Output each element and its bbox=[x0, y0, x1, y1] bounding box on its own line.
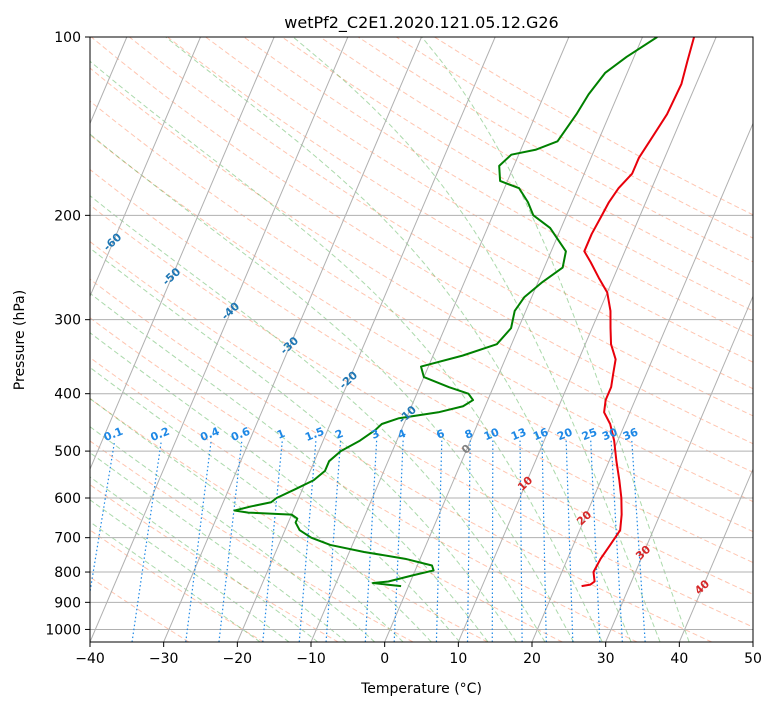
dry-adiabat-line bbox=[205, 37, 753, 363]
dry-adiabat-line bbox=[90, 134, 753, 533]
isotherm-line bbox=[605, 295, 753, 642]
y-tick-label: 100 bbox=[54, 30, 81, 46]
moist-adiabat-line bbox=[90, 452, 347, 642]
mixing-ratio-line bbox=[519, 440, 523, 642]
moist-adiabat-line bbox=[90, 292, 489, 642]
y-tick-label: 500 bbox=[54, 444, 81, 460]
x-tick-label: 20 bbox=[523, 651, 541, 667]
dry-adiabat-line bbox=[90, 100, 753, 503]
isotherm-line bbox=[236, 37, 496, 642]
mixing-ratio-line bbox=[631, 440, 646, 642]
y-tick-label: 900 bbox=[54, 595, 81, 611]
mixing-ratio-label: 1 bbox=[275, 427, 287, 442]
isotherm-line bbox=[457, 37, 717, 642]
plot-background bbox=[90, 37, 753, 642]
isotherm-line bbox=[90, 37, 201, 298]
mixing-ratio-label: 8 bbox=[463, 427, 475, 442]
mixing-ratio-label: 2 bbox=[333, 427, 345, 442]
temperature-line bbox=[581, 37, 696, 588]
mixing-ratio-label: 3 bbox=[369, 427, 381, 442]
mixing-ratio-label: 30 bbox=[600, 425, 619, 443]
dry-adiabat-line bbox=[281, 37, 753, 312]
mixing-ratio-label: 16 bbox=[531, 425, 550, 443]
moist-adiabat-line bbox=[292, 37, 661, 642]
mixing-ratio-line bbox=[364, 440, 378, 642]
dry-adiabat-line bbox=[90, 278, 712, 642]
mixing-ratio-line bbox=[393, 440, 404, 642]
y-tick-label: 800 bbox=[54, 565, 81, 581]
isotherm-line bbox=[678, 467, 753, 642]
mixing-ratio-line bbox=[610, 440, 623, 642]
mixing-ratio-line bbox=[590, 440, 601, 642]
moist-adiabat-line bbox=[90, 366, 432, 642]
background-lines bbox=[90, 37, 753, 642]
y-tick-label: 600 bbox=[54, 491, 81, 507]
dry-adiabat-line bbox=[90, 317, 638, 642]
chart-title: wetPf2_C2E1.2020.121.05.12.G26 bbox=[284, 13, 558, 33]
mixing-ratio-line bbox=[262, 440, 283, 642]
moist-adiabat-line bbox=[165, 37, 632, 642]
mixing-ratio-line bbox=[565, 440, 574, 642]
series-layer bbox=[233, 37, 696, 588]
dry-adiabat-line bbox=[90, 529, 264, 642]
moist-adiabat-line bbox=[90, 247, 517, 642]
isotherm-line bbox=[531, 122, 753, 642]
mixing-ratio-line bbox=[491, 440, 494, 642]
mixing-ratio-line bbox=[541, 440, 547, 642]
dewpoint-line bbox=[233, 37, 658, 588]
dry-adiabat-line bbox=[90, 356, 563, 642]
x-tick-label: −40 bbox=[75, 651, 105, 667]
y-tick-label: 300 bbox=[54, 313, 81, 329]
isotherm-line bbox=[90, 37, 349, 642]
mixing-ratio-label: 36 bbox=[621, 425, 640, 443]
moist-adiabat-line bbox=[90, 476, 319, 642]
x-tick-label: −30 bbox=[149, 651, 179, 667]
x-tick-label: −10 bbox=[296, 651, 326, 667]
x-tick-label: 40 bbox=[670, 651, 688, 667]
x-axis-label: Temperature (°C) bbox=[360, 681, 482, 697]
moist-adiabat-line bbox=[90, 195, 546, 642]
mixing-ratio-line bbox=[218, 440, 243, 642]
mixing-ratio-label: 25 bbox=[580, 425, 599, 443]
mixing-ratio-line bbox=[298, 440, 317, 642]
dry-adiabat-line bbox=[90, 241, 753, 628]
mixing-ratio-line bbox=[185, 440, 212, 642]
x-tick-label: 30 bbox=[597, 651, 615, 667]
plot-frame bbox=[89, 36, 754, 643]
moist-adiabat-line bbox=[90, 60, 603, 642]
isotherm-line bbox=[310, 37, 570, 642]
dry-adiabat-line bbox=[90, 484, 339, 642]
mixing-ratio-line bbox=[466, 440, 471, 642]
mixing-ratio-label: 13 bbox=[509, 425, 528, 443]
x-tick-label: 50 bbox=[744, 651, 762, 667]
mixing-ratio-line bbox=[435, 440, 443, 642]
x-tick-label: 0 bbox=[380, 651, 389, 667]
y-tick-label: 200 bbox=[54, 208, 81, 224]
dry-adiabat-line bbox=[90, 67, 753, 473]
axes-layer: −40 −30 −20 −10 0 10 20 30 40 50 100 200 300 400 500 60… bbox=[45, 30, 762, 667]
mixing-ratio-label: 10 bbox=[482, 425, 501, 443]
x-tick-label: 10 bbox=[449, 651, 467, 667]
moist-adiabat-line bbox=[90, 426, 376, 642]
y-tick-label: 1000 bbox=[45, 622, 81, 638]
moist-adiabat-line bbox=[90, 521, 261, 642]
isotherm-line bbox=[90, 37, 275, 471]
isotherm-line bbox=[384, 37, 643, 642]
dry-adiabat-line bbox=[243, 37, 753, 337]
y-tick-label: 400 bbox=[54, 387, 81, 403]
y-axis-label: Pressure (hPa) bbox=[12, 290, 28, 390]
y-tick-label: 700 bbox=[54, 531, 81, 547]
isotherm-line bbox=[163, 37, 422, 642]
dry-adiabat-line bbox=[90, 204, 753, 595]
mixing-ratio-label: 20 bbox=[555, 425, 574, 443]
x-tick-label: −20 bbox=[223, 651, 253, 667]
moist-adiabat-line bbox=[421, 37, 690, 642]
mixing-ratio-line bbox=[325, 440, 342, 642]
dry-adiabat-line bbox=[90, 397, 488, 642]
